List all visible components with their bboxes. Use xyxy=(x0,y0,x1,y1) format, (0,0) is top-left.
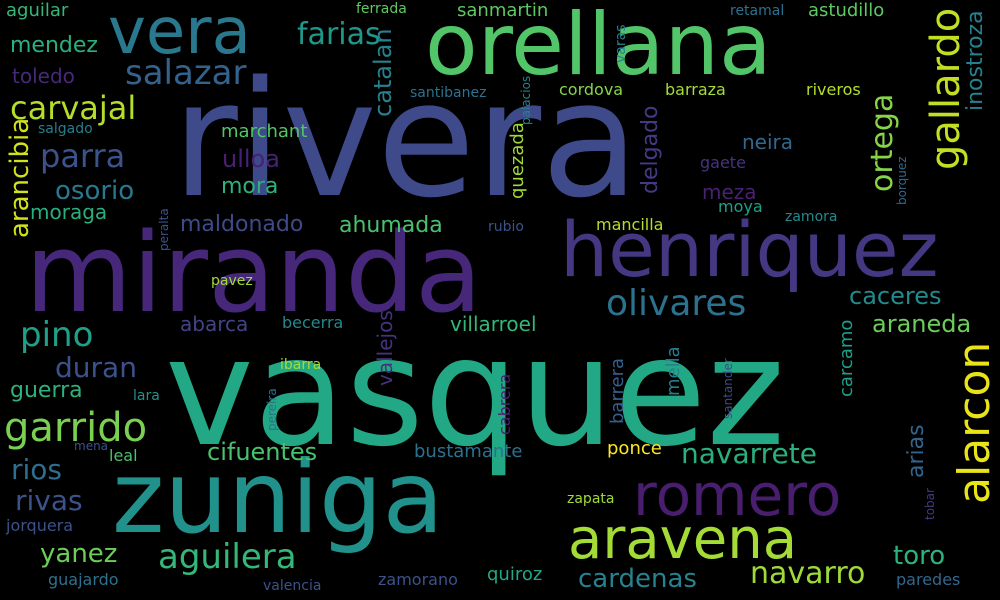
word-moraga: moraga xyxy=(30,200,108,224)
word-barrera: barrera xyxy=(607,357,628,424)
word-vallejos: vallejos xyxy=(373,310,397,386)
word-astudillo: astudillo xyxy=(808,0,885,21)
word-barraza: barraza xyxy=(665,80,726,99)
word-duran: duran xyxy=(55,351,137,384)
word-salgado: salgado xyxy=(38,121,93,137)
word-ibarra: ibarra xyxy=(280,357,322,373)
word-catalan: catalan xyxy=(369,28,397,117)
word-pavez: pavez xyxy=(211,273,253,289)
word-toledo: toledo xyxy=(12,64,75,88)
word-alarcon: alarcon xyxy=(949,341,1000,504)
word-marchant: marchant xyxy=(221,121,308,142)
word-zamorano: zamorano xyxy=(378,570,458,589)
word-romero: romero xyxy=(633,461,842,529)
word-leal: leal xyxy=(109,446,138,465)
word-ulloa: ulloa xyxy=(222,145,280,173)
word-carcamo: carcamo xyxy=(836,319,857,397)
word-toro: toro xyxy=(893,541,946,571)
word-salazar: salazar xyxy=(125,53,247,93)
word-becerra: becerra xyxy=(282,313,344,332)
word-lara: lara xyxy=(133,388,160,404)
word-garrido: garrido xyxy=(4,405,148,451)
word-cardenas: cardenas xyxy=(578,564,697,594)
word-vera: vera xyxy=(108,0,251,69)
word-abarca: abarca xyxy=(180,312,249,336)
word-miranda: miranda xyxy=(25,209,483,337)
word-meza: meza xyxy=(702,180,757,204)
word-gaete: gaete xyxy=(700,153,746,172)
word-retamal: retamal xyxy=(730,3,785,19)
word-henriquez: henriquez xyxy=(560,205,939,294)
word-aguilera: aguilera xyxy=(158,537,297,577)
word-cordova: cordova xyxy=(559,80,624,99)
word-delgado: delgado xyxy=(638,105,663,194)
word-zapata: zapata xyxy=(567,491,615,507)
word-inostroza: inostroza xyxy=(963,10,988,111)
word-gallardo: gallardo xyxy=(923,7,969,170)
word-santibanez: santibanez xyxy=(410,85,487,101)
word-sanmartin: sanmartin xyxy=(457,0,549,21)
word-borquez: borquez xyxy=(895,156,909,205)
word-mella: mella xyxy=(663,346,684,396)
word-zamora: zamora xyxy=(785,209,838,225)
word-neira: neira xyxy=(742,130,794,154)
word-quiroz: quiroz xyxy=(487,564,543,585)
word-bustamante: bustamante xyxy=(414,441,523,462)
word-varas: varas xyxy=(613,24,629,64)
word-peralta: peralta xyxy=(157,208,171,251)
word-riveros: riveros xyxy=(806,80,861,99)
word-pino: pino xyxy=(20,315,94,355)
word-navarro: navarro xyxy=(750,556,866,591)
word-cifuentes: cifuentes xyxy=(207,438,318,466)
word-caceres: caceres xyxy=(849,282,942,310)
word-palacios: palacios xyxy=(519,75,533,125)
word-mancilla: mancilla xyxy=(596,215,664,234)
word-ponce: ponce xyxy=(607,438,662,459)
word-guerra: guerra xyxy=(10,378,83,403)
word-yanez: yanez xyxy=(40,539,118,569)
word-carvajal: carvajal xyxy=(10,89,137,127)
word-valencia: valencia xyxy=(263,578,322,594)
word-vasquez: vasquez xyxy=(165,306,786,480)
word-cabrera: cabrera xyxy=(495,373,514,435)
word-villarroel: villarroel xyxy=(450,312,537,336)
word-osorio: osorio xyxy=(55,176,135,206)
word-mena: mena xyxy=(74,439,109,453)
word-moya: moya xyxy=(718,197,763,216)
word-maldonado: maldonado xyxy=(180,212,304,237)
word-ahumada: ahumada xyxy=(339,213,443,238)
word-quezada: quezada xyxy=(507,122,528,199)
word-pereira: pereira xyxy=(265,388,279,431)
word-araneda: araneda xyxy=(872,310,972,338)
word-ferrada: ferrada xyxy=(356,1,407,17)
word-navarrete: navarrete xyxy=(681,437,817,470)
word-rubio: rubio xyxy=(488,219,524,235)
word-rivas: rivas xyxy=(15,484,83,517)
word-arias: arias xyxy=(904,424,929,478)
word-ortega: ortega xyxy=(865,93,900,192)
word-rios: rios xyxy=(11,453,63,486)
word-rivera: rivera xyxy=(172,46,640,233)
word-santander: santander xyxy=(721,358,735,419)
word-mendez: mendez xyxy=(10,33,98,58)
word-farias: farias xyxy=(297,17,381,52)
word-mora: mora xyxy=(221,174,279,199)
word-tobar: tobar xyxy=(923,488,937,520)
word-paredes: paredes xyxy=(896,570,961,589)
word-guajardo: guajardo xyxy=(48,570,119,589)
word-orellana: orellana xyxy=(425,0,772,95)
word-aravena: aravena xyxy=(568,507,798,572)
word-olivares: olivares xyxy=(606,283,747,324)
word-parra: parra xyxy=(40,137,126,175)
word-jorquera: jorquera xyxy=(6,516,74,535)
word-zuniga: zuniga xyxy=(112,439,444,556)
word-aguilar: aguilar xyxy=(6,0,69,21)
